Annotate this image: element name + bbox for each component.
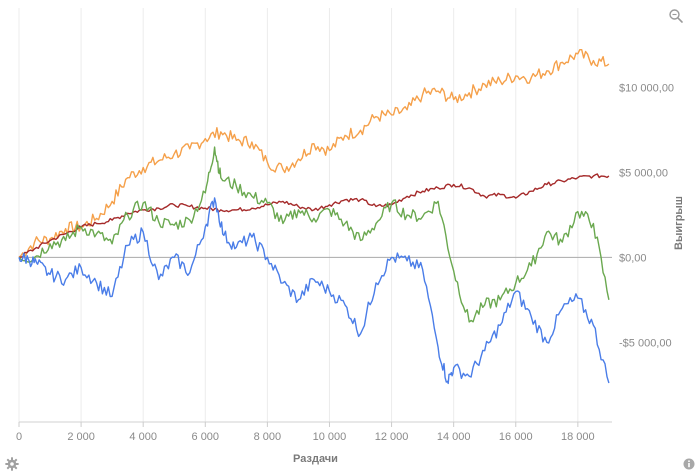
x-axis-title: Раздачи [293,453,338,465]
y-ticks: $10 000,00 $5 000,00 $0,00 -$5 000,00 [619,83,674,350]
settings-gear-icon[interactable] [4,456,20,472]
x-tick-label: 8 000 [254,431,282,443]
x-tick-label: 18 000 [561,431,595,443]
grid [18,8,579,422]
info-icon-glyph [683,458,695,470]
y-tick-label: $10 000,00 [619,83,674,95]
x-tick-label: 10 000 [313,431,347,443]
series-line-2 [18,173,610,259]
magnifier-icon [669,9,683,23]
info-icon[interactable] [681,456,697,472]
y-tick-label: -$5 000,00 [619,337,672,349]
y-tick-label: $5 000,00 [619,168,668,180]
y-tick-label: $0,00 [619,252,647,264]
series-line-1 [18,49,610,258]
series-layer [18,49,610,385]
x-tick-label: 16 000 [499,431,533,443]
x-tick-label: 12 000 [375,431,409,443]
series-line-4 [18,197,610,385]
x-ticks: 0 2 000 4 000 6 000 8 000 10 000 12 000 14 000 1… [16,422,595,443]
x-tick-label: 14 000 [437,431,471,443]
x-tick-label: 0 [16,431,22,443]
series-line-3 [18,146,610,323]
zoom-icon[interactable] [668,8,684,24]
x-tick-label: 4 000 [129,431,157,443]
y-axis-title: Выигрыш [673,196,685,250]
gear-icon [5,457,19,471]
x-tick-label: 6 000 [192,431,220,443]
x-tick-label: 2 000 [67,431,95,443]
